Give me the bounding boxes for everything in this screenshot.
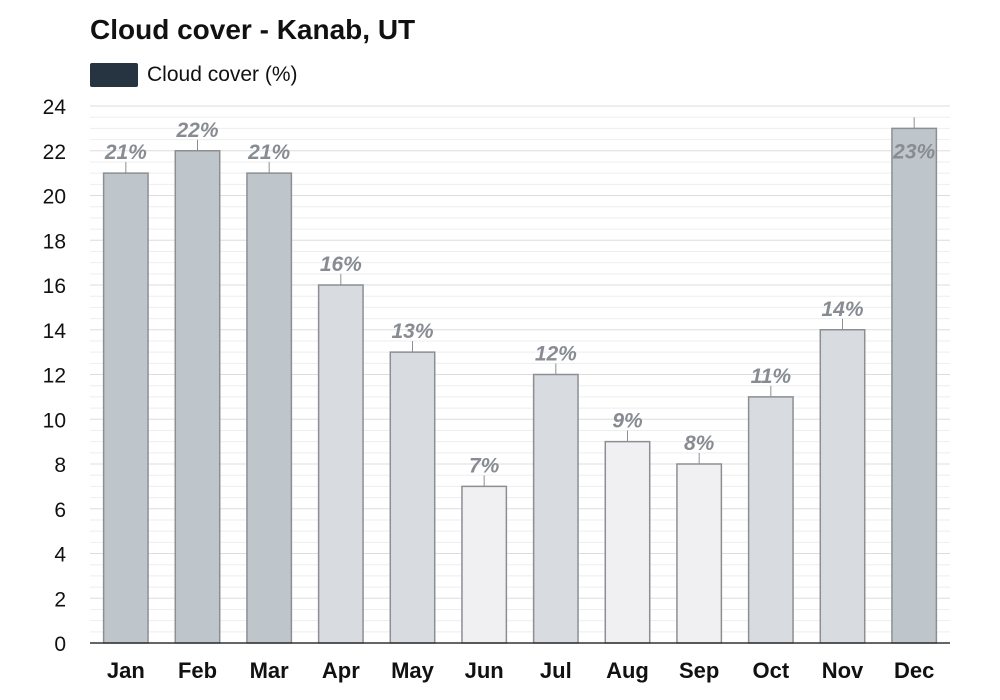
- bar: [532, 373, 579, 644]
- x-tick-label: Oct: [752, 658, 789, 683]
- y-tick-label: 8: [54, 454, 66, 477]
- bar-group: 9%: [604, 410, 651, 644]
- bars: 21% 22% 21% 16% 13% 7% 12% 9% 8% 11% 14% 23%: [102, 117, 938, 644]
- data-label: 21%: [247, 141, 290, 164]
- data-label: 16%: [320, 253, 362, 276]
- bar-group: 21%: [246, 141, 293, 644]
- chart-legend: Cloud cover (%): [90, 62, 298, 88]
- chart-title: Cloud cover - Kanab, UT: [90, 14, 416, 45]
- y-tick-label: 2: [54, 588, 66, 611]
- x-tick-label: Jun: [465, 658, 504, 683]
- bar: [461, 485, 508, 644]
- bar: [174, 150, 221, 644]
- bar-group: 7%: [461, 454, 508, 644]
- bar-group: 14%: [819, 298, 866, 644]
- bar-group: 13%: [389, 320, 436, 644]
- data-label: 23%: [892, 140, 935, 163]
- data-label: 22%: [175, 119, 218, 142]
- bar-group: 16%: [317, 253, 364, 644]
- data-label: 12%: [535, 343, 577, 366]
- bar-group: 23%: [891, 117, 938, 644]
- legend-label: Cloud cover (%): [147, 63, 298, 86]
- data-label: 9%: [612, 410, 643, 433]
- bar: [317, 284, 364, 644]
- x-tick-label: Nov: [822, 658, 864, 683]
- y-tick-label: 18: [43, 230, 66, 253]
- x-tick-label: Apr: [322, 658, 360, 683]
- data-label: 7%: [469, 454, 500, 477]
- y-tick-label: 20: [43, 186, 66, 209]
- y-tick-label: 16: [43, 275, 66, 298]
- y-tick-label: 22: [43, 141, 66, 164]
- x-tick-label: Jan: [107, 658, 145, 683]
- bar: [747, 396, 794, 644]
- data-label: 8%: [684, 432, 715, 455]
- bar: [102, 172, 149, 644]
- grid-lines: [90, 105, 950, 633]
- x-tick-label: Dec: [894, 658, 934, 683]
- legend-swatch: [90, 63, 138, 87]
- bar-group: 22%: [174, 119, 221, 644]
- data-label: 13%: [391, 320, 433, 343]
- x-tick-label: Aug: [606, 658, 649, 683]
- x-tick-label: Feb: [178, 658, 217, 683]
- bar-group: 12%: [532, 343, 579, 644]
- x-tick-label: Sep: [679, 658, 719, 683]
- bar-group: 11%: [747, 365, 794, 644]
- bar: [389, 351, 436, 644]
- y-tick-label: 14: [43, 320, 67, 343]
- x-axis-ticks: Jan Feb Mar Apr May Jun Jul Aug Sep Oct Nov Dec: [107, 658, 934, 683]
- y-tick-label: 0: [54, 633, 66, 656]
- x-tick-label: Jul: [540, 658, 572, 683]
- y-tick-label: 24: [43, 96, 67, 119]
- bar: [819, 329, 866, 644]
- bar-group: 21%: [102, 141, 149, 644]
- bar: [676, 463, 723, 644]
- y-tick-label: 6: [54, 499, 66, 522]
- y-tick-label: 12: [43, 365, 66, 388]
- x-tick-label: May: [391, 658, 435, 683]
- data-label: 21%: [104, 141, 147, 164]
- data-label: 14%: [821, 298, 863, 321]
- x-tick-label: Mar: [250, 658, 290, 683]
- y-tick-label: 4: [54, 544, 66, 567]
- data-label: 11%: [751, 365, 792, 388]
- bar: [891, 127, 938, 644]
- bar-group: 8%: [676, 432, 723, 644]
- bar: [604, 440, 651, 644]
- bar: [246, 172, 293, 644]
- y-tick-label: 10: [43, 409, 66, 432]
